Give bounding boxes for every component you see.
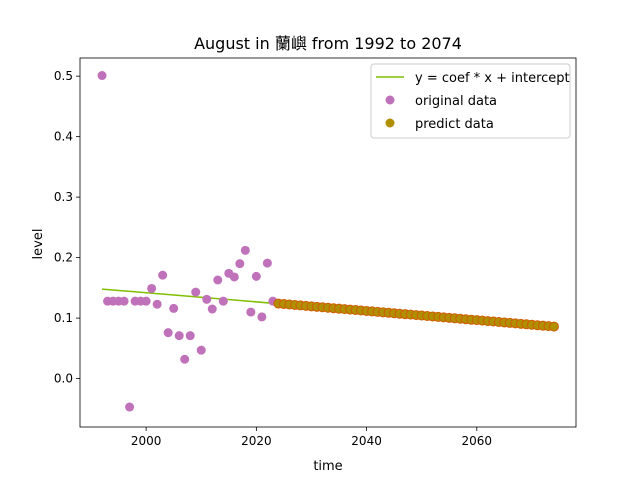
original-data-point bbox=[191, 287, 201, 297]
original-data-point bbox=[141, 296, 151, 306]
original-data-point bbox=[240, 245, 250, 255]
x-tick-label: 2060 bbox=[462, 434, 493, 448]
original-data-point bbox=[218, 296, 228, 306]
original-data-point bbox=[163, 328, 173, 338]
legend-label-original: original data bbox=[415, 94, 497, 109]
original-data-point bbox=[207, 304, 217, 314]
original-data-point bbox=[174, 331, 184, 341]
y-tick-label: 0.5 bbox=[54, 69, 73, 83]
x-tick-label: 2020 bbox=[241, 434, 272, 448]
original-data-point bbox=[158, 270, 168, 280]
original-data-point bbox=[169, 303, 179, 313]
y-tick-label: 0.4 bbox=[54, 130, 73, 144]
y-tick-label: 0.1 bbox=[54, 311, 73, 325]
original-data-point bbox=[185, 331, 195, 341]
legend-label-predict: predict data bbox=[415, 117, 494, 132]
original-data-point bbox=[119, 296, 129, 306]
original-data-point bbox=[147, 283, 157, 293]
legend: y = coef * x + intercept original data pre… bbox=[370, 63, 571, 139]
legend-original-swatch bbox=[385, 95, 395, 105]
y-tick-label: 0.3 bbox=[54, 190, 73, 204]
original-data-point bbox=[97, 71, 107, 81]
y-tick-label: 0.2 bbox=[54, 251, 73, 265]
original-data-point bbox=[246, 307, 256, 317]
x-axis-label: time bbox=[313, 459, 342, 474]
legend-label-line: y = coef * x + intercept bbox=[415, 71, 570, 86]
original-data-point bbox=[229, 272, 239, 282]
original-data-point bbox=[235, 259, 245, 269]
x-tick-label: 2000 bbox=[131, 434, 162, 448]
original-data-point bbox=[257, 312, 267, 322]
chart-title: August in 蘭嶼 from 1992 to 2074 bbox=[194, 34, 462, 53]
original-data-point bbox=[196, 345, 206, 355]
plot-area: 2000 2020 2040 2060 0.0 0.1 0.2 0.3 0.4 0.5 bbox=[54, 57, 577, 448]
predict-data-point bbox=[548, 321, 559, 332]
legend-box bbox=[370, 63, 571, 139]
original-data-point bbox=[180, 354, 190, 364]
y-tick-label: 0.0 bbox=[54, 372, 73, 386]
original-data-point bbox=[262, 258, 272, 268]
axes-frame bbox=[79, 57, 577, 428]
x-tick-label: 2040 bbox=[351, 434, 382, 448]
original-data-point bbox=[213, 275, 223, 285]
original-data-point bbox=[152, 299, 162, 309]
y-axis-label: level bbox=[31, 229, 46, 260]
original-data-point bbox=[125, 402, 135, 412]
original-data-point bbox=[202, 294, 212, 304]
legend-predict-swatch bbox=[385, 118, 395, 128]
original-data-point bbox=[251, 271, 261, 281]
